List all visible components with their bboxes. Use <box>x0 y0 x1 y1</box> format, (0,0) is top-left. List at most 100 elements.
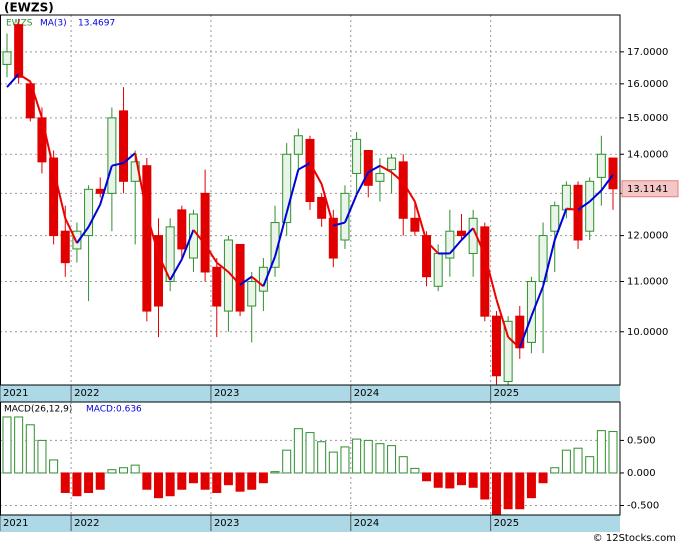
candle-body <box>340 192 350 241</box>
macd-bar <box>480 472 490 500</box>
macd-bar <box>153 472 163 499</box>
macd-bar <box>270 471 280 474</box>
candle-body <box>608 157 618 190</box>
ma-line <box>472 227 486 256</box>
macd-bar <box>328 451 338 474</box>
macd-bar <box>491 472 501 515</box>
macd-bar <box>142 472 152 490</box>
ma-line <box>204 243 218 264</box>
candle-body <box>585 180 595 232</box>
ma-line <box>192 229 206 246</box>
ma-line <box>333 221 346 227</box>
ma-line <box>111 162 124 167</box>
macd-bar <box>515 472 525 510</box>
candle-body <box>60 230 70 264</box>
chart-title: (EWZS) <box>4 1 54 15</box>
y-tick-label: 15.0000 <box>627 113 668 124</box>
macd-bar <box>433 472 443 488</box>
macd-bar <box>375 443 385 474</box>
candle-body <box>410 217 420 232</box>
ma-line <box>180 229 195 260</box>
ma-line <box>40 117 55 170</box>
macd-bar <box>573 447 583 474</box>
macd-bar <box>25 424 35 474</box>
x-tick-label: 2023 <box>214 518 239 529</box>
macd-bar <box>445 472 455 489</box>
candle-body <box>328 217 338 259</box>
macd-bar <box>95 472 105 490</box>
ma-line <box>483 254 498 300</box>
legend-ma: MA(3) <box>40 19 67 29</box>
x-tick-label: 2024 <box>354 518 379 529</box>
ma-line <box>402 181 416 203</box>
candle-body <box>561 184 571 211</box>
candle-body <box>107 117 117 194</box>
ma-line <box>542 239 556 287</box>
macd-bar <box>49 459 59 474</box>
candle-body <box>305 138 315 203</box>
candle-body <box>165 226 175 282</box>
x-tick-label: 2025 <box>494 388 519 399</box>
candle-body <box>550 205 560 232</box>
legend-macd-value: MACD:0.636 <box>86 405 142 415</box>
ma-line <box>145 213 160 256</box>
macd-bar <box>130 464 140 474</box>
macd-bar <box>107 469 117 474</box>
ma-line <box>577 200 591 211</box>
ma-line <box>425 240 439 255</box>
y-tick-label: 12.0000 <box>627 231 668 242</box>
ma-line <box>64 217 78 244</box>
ma-line <box>379 164 393 174</box>
macd-bar <box>305 432 315 474</box>
ma-line <box>157 254 172 281</box>
legend-macd: MACD(26,12,9) <box>4 405 72 415</box>
last-price-box <box>621 180 679 198</box>
ma-line <box>355 171 370 196</box>
ma-line <box>413 201 428 242</box>
macd-bar <box>363 439 373 474</box>
macd-bar <box>503 472 513 510</box>
candle-body <box>503 320 513 383</box>
ma-line <box>6 73 20 88</box>
macd-bar <box>258 472 268 484</box>
candle-body <box>37 117 47 163</box>
candle-body <box>119 110 129 182</box>
macd-bar <box>526 472 536 499</box>
ma-line <box>227 271 241 286</box>
ma-line <box>566 207 579 211</box>
macd-bar <box>235 472 245 492</box>
y-tick-label: 14.0000 <box>627 149 668 160</box>
last-price-label: 13.1141 <box>627 184 668 195</box>
candle-body <box>317 196 327 219</box>
x-tick-label: 2023 <box>214 388 239 399</box>
macd-bar <box>188 472 198 484</box>
macd-bar <box>200 472 210 490</box>
candle-body <box>538 235 548 282</box>
candle-body <box>573 184 583 241</box>
candle-body <box>235 243 245 312</box>
candle-body <box>200 192 210 273</box>
candle-body <box>363 150 373 186</box>
candle-body <box>352 138 362 174</box>
ma-line <box>600 174 614 192</box>
candle-body <box>445 230 455 259</box>
macd-bar <box>293 428 303 474</box>
ma-line <box>99 165 113 205</box>
legend-ma-value: 13.4697 <box>78 19 115 29</box>
ma-line <box>52 169 67 219</box>
ma-line <box>530 285 545 317</box>
y-tick-label: 0.500 <box>627 435 656 446</box>
ma-line <box>262 256 276 287</box>
x-tick-label: 2021 <box>3 518 28 529</box>
macd-bar <box>72 472 82 497</box>
macd-bar <box>410 467 420 474</box>
macd-bar <box>561 449 571 474</box>
ma-line <box>29 81 43 119</box>
y-tick-label: 0.000 <box>627 468 656 479</box>
macd-bar <box>422 472 432 482</box>
macd-bar <box>247 472 257 490</box>
candle-body <box>153 235 163 307</box>
ma-line <box>460 227 474 241</box>
macd-bar <box>223 472 233 486</box>
